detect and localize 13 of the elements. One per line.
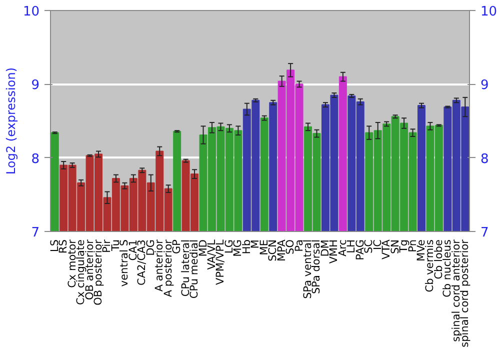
y-tick-label: 8 [31, 152, 40, 167]
x-tick-label: A posterior [162, 238, 174, 298]
x-tick-label: Tg [398, 239, 410, 254]
y2-tick-label: 9 [480, 78, 489, 94]
y2-tick-label: 8 [480, 152, 489, 167]
y-tick-label: 9 [31, 78, 40, 94]
y-axis-title: Log2 (expression) [4, 68, 18, 174]
y-tick-label: 7 [31, 226, 40, 240]
x-tick-label: OB posterior [92, 238, 105, 306]
y2-tick-label: 10 [480, 4, 498, 20]
x-tick-label: spinal cord posterior [459, 238, 472, 348]
y2-tick-label: 7 [480, 226, 489, 240]
y-tick-label: 10 [22, 4, 40, 20]
